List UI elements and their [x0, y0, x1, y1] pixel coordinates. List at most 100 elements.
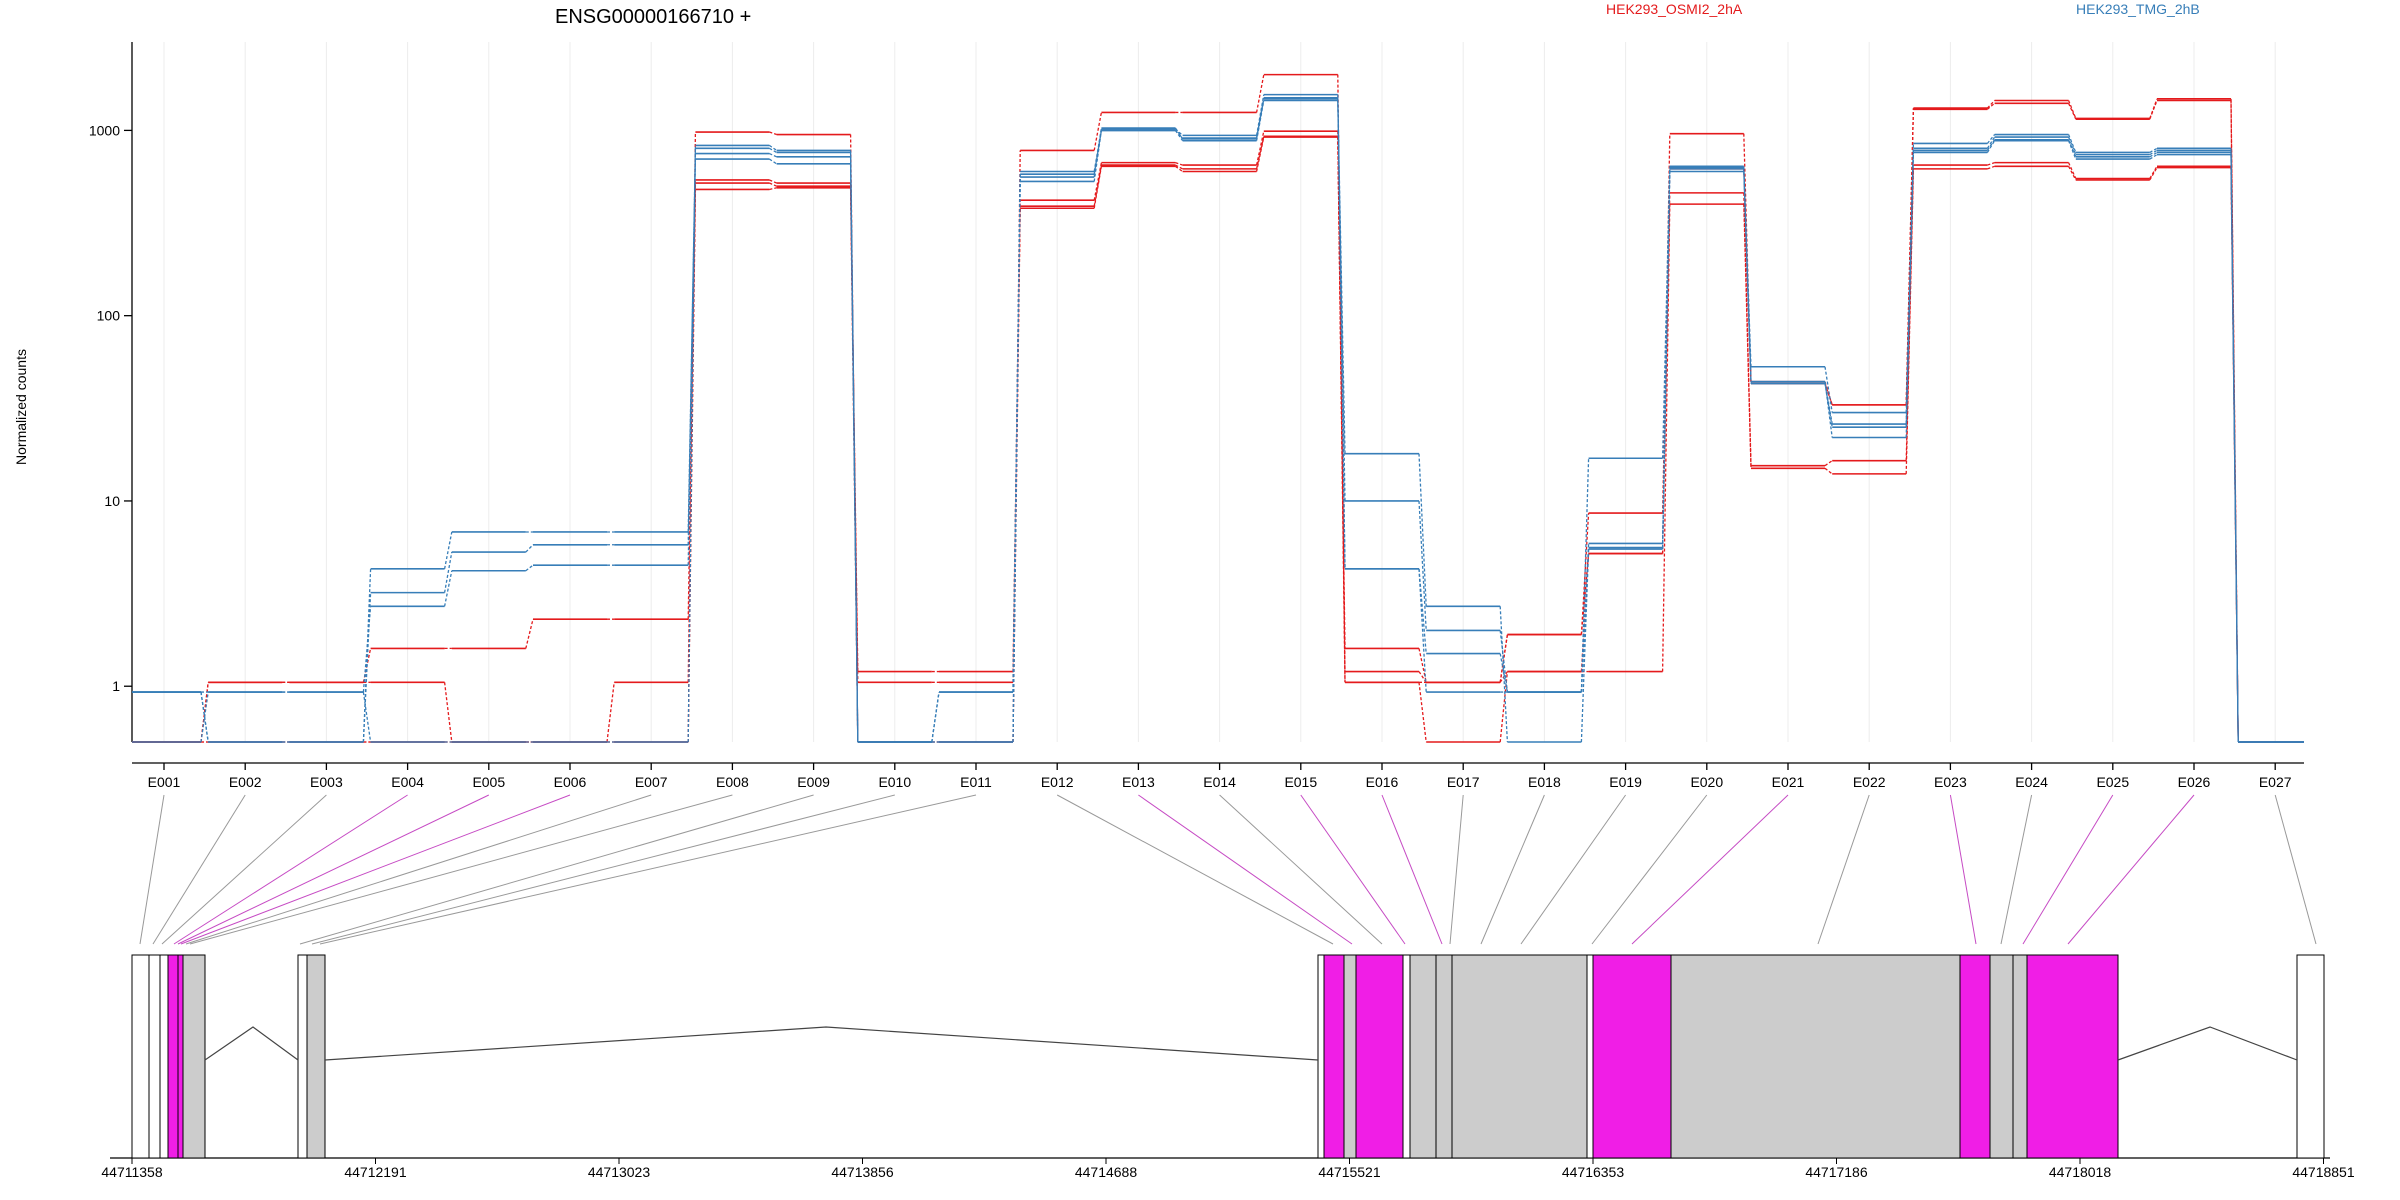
x-tick-label: E023: [1934, 774, 1967, 790]
chart-title: ENSG00000166710 +: [555, 6, 751, 28]
series-line-5: [132, 96, 2304, 743]
x-tick-label: E009: [797, 774, 830, 790]
series-connector: [1824, 383, 1833, 406]
legend-entry-0: HEK293_OSMI2_2hA: [1606, 1, 1743, 17]
series-connector: [1986, 100, 1996, 109]
coordinate-label: 44715521: [1318, 1164, 1381, 1180]
exon-block-highlighted: [1959, 954, 1991, 1159]
exon-block: [2012, 954, 2028, 1159]
exon-block-highlighted: [1323, 954, 1345, 1159]
series-connector: [1824, 366, 1833, 413]
series-connector: [443, 531, 453, 569]
series-connector: [2149, 167, 2158, 181]
exon-block: [297, 954, 308, 1159]
x-tick-label: E026: [2178, 774, 2211, 790]
exon-block: [1317, 954, 1325, 1159]
exon-block: [148, 954, 161, 1159]
series-connector: [1093, 128, 1103, 172]
exon-connector: [1817, 794, 1870, 945]
series-connector: [1418, 568, 1427, 654]
series-connector: [769, 147, 777, 154]
exon-connector: [1449, 794, 1464, 945]
x-tick-label: E006: [554, 774, 587, 790]
series-connector: [606, 682, 615, 743]
coordinate-label: 44718018: [2049, 1164, 2112, 1180]
series-connector: [769, 131, 777, 136]
exon-block: [131, 954, 150, 1159]
x-tick-label: E012: [1041, 774, 1074, 790]
series-connector: [2230, 152, 2239, 743]
legend-entry-1: HEK293_TMG_2hB: [2076, 1, 2200, 17]
x-tick-label: E024: [2015, 774, 2048, 790]
series-connector: [2149, 98, 2158, 119]
series-connector: [1093, 166, 1103, 209]
series-connector: [1580, 458, 1590, 693]
series-connector: [1255, 136, 1265, 172]
series-line-6: [132, 93, 2304, 743]
series-connector: [769, 144, 777, 151]
exon-connector: [1300, 794, 1406, 945]
x-ticks: E001 E002 E003 E004 E005 E006 E007 E008 E009 E010…: [148, 763, 2292, 790]
series-connector: [1743, 166, 1752, 382]
series-line-2: [132, 99, 2304, 743]
x-tick-label: E011: [960, 774, 992, 790]
y-tick-label: 10: [104, 493, 120, 509]
series-connector: [769, 152, 777, 158]
series-connector: [200, 691, 209, 743]
series-connector: [1093, 162, 1103, 201]
series-connector: [1093, 112, 1103, 151]
x-tick-label: E014: [1203, 774, 1236, 790]
series-connector: [1175, 165, 1183, 173]
x-tick-label: E025: [2096, 774, 2129, 790]
series-connector: [1175, 164, 1183, 170]
series-connector: [1986, 134, 1996, 144]
series-connector: [1987, 165, 1995, 170]
series-connector: [2068, 103, 2077, 120]
coordinate-label: 44713856: [831, 1164, 894, 1180]
exon-connector: [1381, 794, 1443, 945]
series-connector: [1418, 500, 1427, 631]
series-connector: [1986, 140, 1996, 153]
series-connector: [2067, 134, 2077, 153]
genomic-coordinates: 44711358 44712191 44713023 44713856 44714688…: [101, 1158, 2355, 1180]
vertical-gridlines: [163, 42, 2276, 742]
exon-block: [1343, 954, 1357, 1159]
series-connector: [1661, 166, 1671, 459]
exon-connector: [189, 794, 733, 945]
exon-connector: [161, 794, 327, 945]
series-connector: [769, 179, 777, 184]
series-connector: [1012, 174, 1021, 693]
exon-block: [306, 954, 326, 1159]
exon-connector: [1056, 794, 1334, 945]
series-connector: [1987, 162, 1995, 166]
x-tick-label: E002: [229, 774, 262, 790]
series-connector: [849, 152, 859, 743]
series-connector: [1499, 634, 1509, 683]
series-connector: [443, 551, 453, 593]
series-lines: [132, 73, 2304, 743]
y-tick-label: 1000: [89, 122, 120, 138]
series-connector: [769, 182, 777, 187]
series-connector: [2068, 166, 2077, 181]
series-line-7: [132, 98, 2304, 743]
series-connector: [1174, 129, 1184, 139]
y-ticks: 1 10 100 1000: [89, 122, 132, 694]
series-connector: [1905, 108, 1915, 405]
x-tick-label: E022: [1853, 774, 1886, 790]
series-connector: [443, 682, 453, 743]
exon-connector: [299, 794, 814, 945]
exon-connector: [152, 794, 246, 945]
exon-block: [1409, 954, 1437, 1159]
exon-connector-lines: [139, 794, 2317, 945]
series-connector: [525, 544, 534, 553]
exon-block: [1670, 954, 1961, 1159]
gene-model: [110, 954, 2330, 1159]
series-connector: [2068, 139, 2077, 158]
series-connector: [1174, 128, 1184, 136]
series-connector: [1255, 131, 1265, 166]
series-connector: [1337, 98, 1346, 569]
series-connector: [525, 619, 534, 649]
series-connector: [1418, 682, 1427, 743]
series-connector: [525, 564, 534, 572]
exon-connector: [2274, 794, 2317, 945]
